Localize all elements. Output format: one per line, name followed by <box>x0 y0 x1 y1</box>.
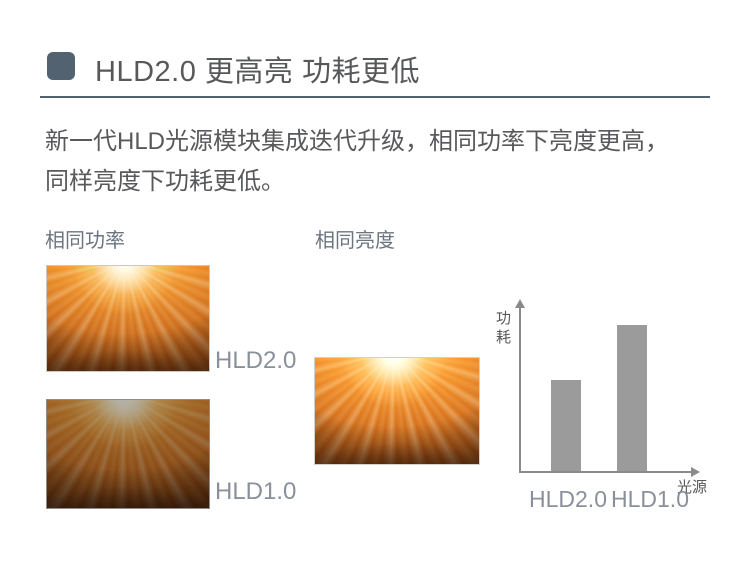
title-bullet-icon <box>47 52 75 80</box>
bar-hld1 <box>617 325 647 473</box>
same-power-label: 相同功率 <box>45 230 125 252</box>
image-caption-hld1: HLD1.0 <box>215 478 297 505</box>
chart-y-axis-label: 功耗 <box>496 310 512 346</box>
same-brightness-label: 相同亮度 <box>315 230 395 252</box>
chart-category-hld1: HLD1.0 <box>611 486 689 512</box>
light-burst-image-hld2 <box>46 265 210 372</box>
chart-category-hld2: HLD2.0 <box>529 486 607 512</box>
bar-hld2 <box>551 380 581 473</box>
image-caption-hld2: HLD2.0 <box>215 347 297 374</box>
chart-x-axis-label: 光源 <box>677 479 708 496</box>
description-text: 新一代HLD光源模块集成迭代升级，相同功率下亮度更高， 同样亮度下功耗更低。 <box>45 122 715 202</box>
header-divider <box>40 96 710 98</box>
page-title: HLD2.0 更高亮 功耗更低 <box>95 56 420 88</box>
description-line-2: 同样亮度下功耗更低。 <box>45 168 285 195</box>
light-burst-image-equal-brightness <box>314 357 480 465</box>
power-consumption-chart: 功耗 光源 HLD2.0 HLD1.0 <box>496 299 716 525</box>
chart-y-axis <box>519 307 521 473</box>
chart-x-axis <box>519 471 693 473</box>
description-line-1: 新一代HLD光源模块集成迭代升级，相同功率下亮度更高， <box>45 128 670 155</box>
up-arrow-icon <box>515 299 525 308</box>
light-burst-image-hld1 <box>46 399 210 509</box>
right-arrow-icon <box>691 467 700 477</box>
